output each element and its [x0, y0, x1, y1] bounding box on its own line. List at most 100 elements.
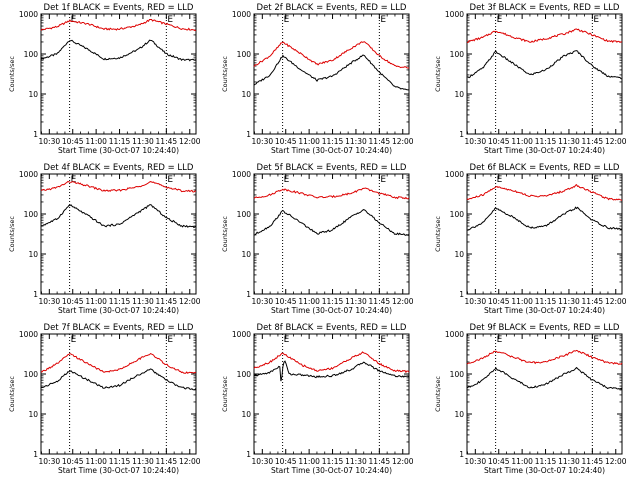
x-tick-label: 11:45 — [369, 137, 391, 146]
plot-frame — [40, 13, 197, 135]
plot-frame — [466, 13, 623, 135]
y-tick-label: 100 — [450, 50, 465, 59]
x-tick-label: 11:30 — [345, 457, 367, 466]
x-tick-label: 12:00 — [605, 137, 627, 146]
x-tick-label: 10:30 — [465, 297, 487, 306]
event-marker-label: E — [497, 175, 503, 185]
event-marker-label: E — [284, 15, 290, 25]
x-tick-label: 10:30 — [39, 137, 61, 146]
panel-title: Det 6f BLACK = Events, RED = LLD — [470, 163, 620, 173]
x-tick-label: 12:00 — [605, 457, 627, 466]
y-axis-label: Counts/sec — [434, 56, 442, 92]
x-tick-label: 11:00 — [298, 137, 320, 146]
event-marker-label: E — [167, 175, 173, 185]
x-tick-label: 11:45 — [582, 137, 604, 146]
y-tick-label: 100 — [237, 50, 252, 59]
x-tick-label: 10:45 — [62, 457, 84, 466]
events-series-line — [40, 204, 197, 229]
y-tick-label: 10 — [241, 410, 251, 419]
y-tick-label: 1000 — [232, 330, 251, 339]
x-tick-label: 12:00 — [605, 297, 627, 306]
y-tick-label: 10 — [28, 410, 38, 419]
x-tick-label: 11:30 — [132, 297, 154, 306]
x-tick-label: 11:00 — [511, 137, 533, 146]
plot-frame — [40, 333, 197, 455]
y-axis-label: Counts/sec — [221, 56, 229, 92]
lld-series-line — [40, 352, 197, 374]
x-axis-label: Start Time (30-Oct-07 10:24:40) — [271, 146, 392, 155]
event-marker-label: E — [497, 15, 503, 25]
event-marker-label: E — [593, 175, 599, 185]
x-tick-label: 11:30 — [558, 297, 580, 306]
y-tick-label: 100 — [237, 210, 252, 219]
y-axis-label: Counts/sec — [221, 216, 229, 252]
x-tick-label: 10:30 — [252, 297, 274, 306]
y-tick-label: 1 — [246, 290, 251, 299]
plot-frame — [253, 13, 410, 135]
x-tick-label: 11:15 — [535, 297, 557, 306]
y-tick-label: 1000 — [19, 170, 38, 179]
y-tick-label: 1000 — [445, 170, 464, 179]
panel-det-2f: Det 2f BLACK = Events, RED = LLD 1 10 100 10… — [221, 3, 414, 155]
x-axis-label: Start Time (30-Oct-07 10:24:40) — [484, 146, 605, 155]
y-tick-label: 1 — [33, 130, 38, 139]
x-axis-label: Start Time (30-Oct-07 10:24:40) — [271, 306, 392, 315]
x-tick-label: 11:15 — [322, 137, 344, 146]
lld-series-line — [40, 19, 197, 32]
x-tick-label: 11:00 — [511, 457, 533, 466]
y-axis-label: Counts/sec — [434, 376, 442, 412]
events-series-line — [466, 50, 623, 80]
panel-det-8f: Det 8f BLACK = Events, RED = LLD 1 10 100 10… — [221, 323, 414, 475]
panel-title: Det 5f BLACK = Events, RED = LLD — [257, 163, 407, 173]
x-tick-label: 11:15 — [109, 457, 131, 466]
x-tick-label: 11:15 — [535, 457, 557, 466]
x-axis-label: Start Time (30-Oct-07 10:24:40) — [271, 466, 392, 475]
x-tick-label: 12:00 — [392, 457, 414, 466]
y-tick-label: 10 — [241, 90, 251, 99]
x-tick-label: 11:00 — [298, 457, 320, 466]
panel-title: Det 8f BLACK = Events, RED = LLD — [257, 323, 407, 333]
event-marker-label: E — [284, 175, 290, 185]
y-tick-label: 10 — [454, 90, 464, 99]
y-tick-label: 1 — [246, 450, 251, 459]
panel-det-7f: Det 7f BLACK = Events, RED = LLD 1 10 100 10… — [8, 323, 201, 475]
panel-det-5f: Det 5f BLACK = Events, RED = LLD 1 10 100 10… — [221, 163, 414, 315]
x-tick-label: 10:30 — [252, 457, 274, 466]
lld-series-line — [466, 184, 623, 201]
y-tick-label: 10 — [241, 250, 251, 259]
panel-det-1f: Det 1f BLACK = Events, RED = LLD 1 10 100 10… — [8, 3, 201, 155]
lld-series-line — [253, 187, 410, 200]
lld-series-line — [40, 180, 197, 193]
event-marker-label: E — [380, 15, 386, 25]
x-tick-label: 11:00 — [298, 297, 320, 306]
event-marker-label: E — [497, 335, 503, 345]
x-tick-label: 12:00 — [392, 137, 414, 146]
y-tick-label: 1000 — [232, 170, 251, 179]
events-series-line — [253, 209, 410, 236]
panel-title: Det 7f BLACK = Events, RED = LLD — [44, 323, 194, 333]
x-tick-label: 10:45 — [275, 137, 297, 146]
panel-title: Det 1f BLACK = Events, RED = LLD — [44, 3, 194, 13]
x-tick-label: 11:30 — [132, 457, 154, 466]
x-tick-label: 11:45 — [369, 297, 391, 306]
x-axis-label: Start Time (30-Oct-07 10:24:40) — [484, 466, 605, 475]
x-tick-label: 10:30 — [465, 137, 487, 146]
panel-title: Det 2f BLACK = Events, RED = LLD — [257, 3, 407, 13]
y-tick-label: 100 — [237, 370, 252, 379]
y-tick-label: 1000 — [445, 330, 464, 339]
x-tick-label: 10:45 — [488, 297, 510, 306]
x-tick-label: 11:30 — [345, 137, 367, 146]
event-marker-label: E — [167, 15, 173, 25]
x-tick-label: 11:15 — [322, 457, 344, 466]
y-tick-label: 10 — [28, 90, 38, 99]
panel-det-9f: Det 9f BLACK = Events, RED = LLD 1 10 100 10… — [434, 323, 627, 475]
x-axis-label: Start Time (30-Oct-07 10:24:40) — [58, 306, 179, 315]
panel-title: Det 4f BLACK = Events, RED = LLD — [44, 163, 194, 173]
x-tick-label: 10:30 — [465, 457, 487, 466]
y-tick-label: 1 — [459, 450, 464, 459]
plot-frame — [253, 173, 410, 295]
y-tick-label: 1 — [459, 290, 464, 299]
y-tick-label: 1 — [459, 130, 464, 139]
x-tick-label: 11:15 — [109, 137, 131, 146]
y-axis-label: Counts/sec — [221, 376, 229, 412]
